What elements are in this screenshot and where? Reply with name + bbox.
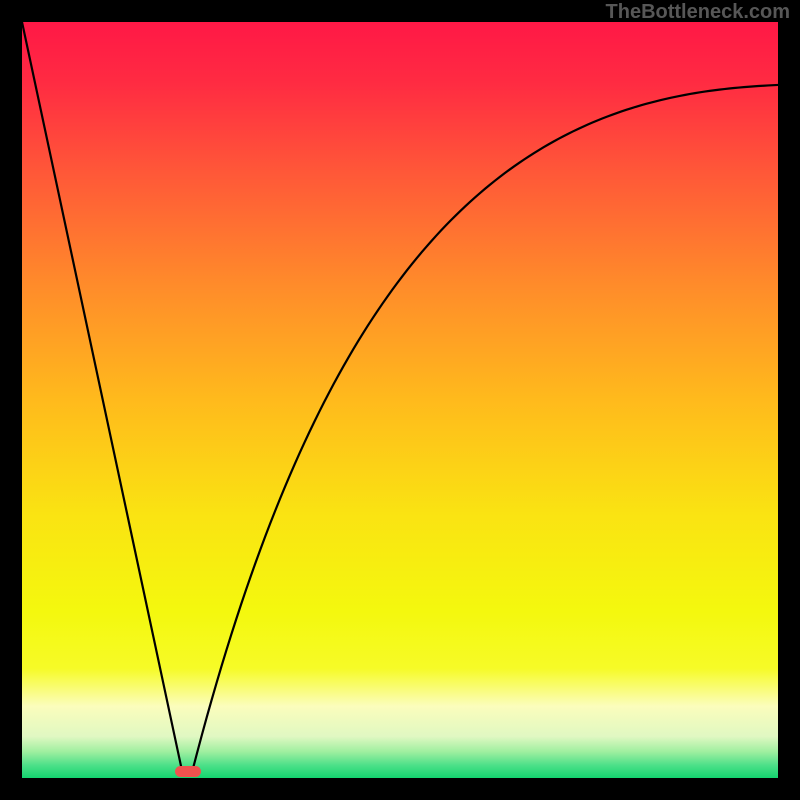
optimal-point-marker <box>175 766 201 777</box>
curve-path <box>22 22 778 772</box>
chart-container: TheBottleneck.com <box>0 0 800 800</box>
plot-area <box>22 22 778 778</box>
bottleneck-curve <box>22 22 778 778</box>
watermark-text: TheBottleneck.com <box>606 1 790 24</box>
